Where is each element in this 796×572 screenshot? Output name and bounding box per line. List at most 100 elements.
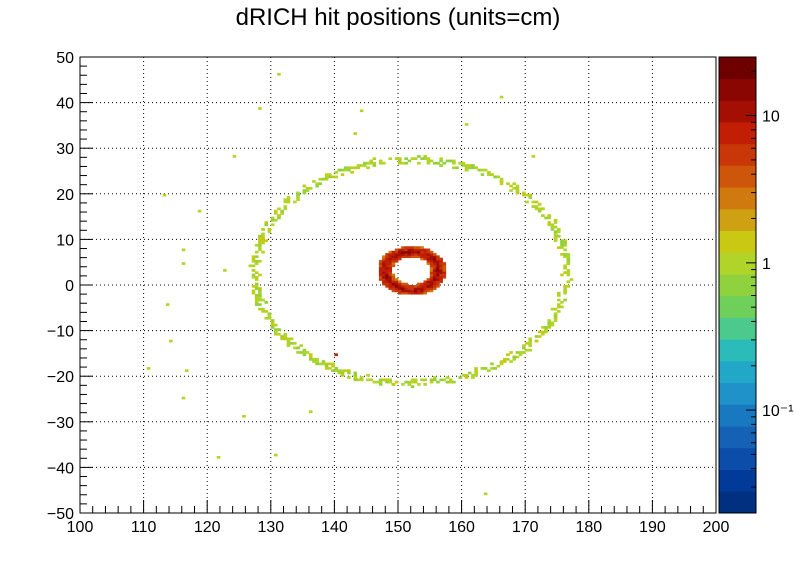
hit-cell (417, 250, 421, 254)
hit-cell (429, 285, 434, 288)
hit-cell (407, 289, 412, 293)
hit-cell (429, 278, 434, 281)
hit-cell (461, 373, 466, 377)
palette-swatch (719, 426, 756, 449)
hit-cell (391, 289, 396, 293)
hit-cell (404, 255, 408, 259)
hit-cell (426, 278, 431, 281)
hit-cell (277, 207, 281, 211)
hit-cell (401, 246, 405, 249)
hit-cell (534, 205, 539, 208)
hit-cell (382, 282, 386, 286)
hit-cell (363, 161, 367, 165)
hit-cell (353, 376, 358, 379)
hit-cell (518, 351, 523, 354)
hit-cell (258, 294, 262, 297)
hit-cell (251, 257, 256, 261)
hit-cell (550, 225, 555, 229)
hit-cell (417, 287, 421, 290)
hit-cell (566, 271, 571, 274)
hit-cell (378, 278, 383, 281)
hit-cell (258, 303, 262, 306)
hit-cell (461, 164, 466, 167)
hit-cell (429, 282, 434, 286)
hit-cell (378, 264, 383, 268)
hit-cell (347, 376, 351, 379)
hit-cell (442, 273, 447, 277)
hit-cell (464, 123, 469, 126)
hit-cell (350, 171, 354, 174)
hit-cell (423, 287, 428, 290)
hit-cell (388, 378, 393, 382)
hit-cell (467, 166, 472, 170)
hit-cell (378, 262, 383, 265)
hit-cell (388, 278, 393, 281)
hit-cell (388, 273, 393, 277)
hit-cell (264, 239, 269, 243)
hit-cell (267, 230, 272, 233)
hit-cell (420, 246, 424, 249)
hit-cell (184, 369, 189, 373)
hit-cell (308, 186, 313, 190)
hit-cell (429, 378, 434, 382)
hit-cell (432, 262, 437, 265)
hit-cell (378, 275, 383, 279)
hit-cell (537, 335, 542, 338)
palette-swatch (719, 404, 756, 427)
hit-cell (277, 332, 281, 336)
hit-cell (388, 157, 393, 160)
hit-cell (254, 296, 259, 300)
hit-cell (413, 248, 418, 252)
hit-cell (334, 171, 338, 174)
palette-swatch (719, 100, 756, 123)
hit-cell (258, 307, 262, 311)
hit-cell (506, 182, 510, 186)
hit-cell (553, 314, 558, 318)
hit-cell (439, 278, 443, 281)
hit-cell (394, 285, 399, 288)
hit-cell (359, 164, 364, 167)
hit-cell (413, 255, 418, 259)
hit-cell (445, 159, 450, 163)
hit-cell (366, 378, 370, 382)
hit-cell (340, 168, 345, 172)
hit-cell (471, 166, 475, 170)
palette-swatch (719, 491, 756, 514)
hit-cell (398, 282, 402, 286)
hit-cell (439, 257, 443, 261)
hit-cell (413, 291, 418, 295)
hit-cell (382, 257, 386, 261)
palette-swatch (719, 78, 756, 101)
hit-cell (283, 335, 288, 338)
hit-cell (560, 239, 564, 243)
x-tick-label: 170 (512, 519, 539, 536)
hit-cell (385, 378, 389, 382)
hit-cell (442, 269, 447, 272)
hit-cell (502, 360, 507, 363)
hit-cell (398, 280, 402, 284)
hit-cell (550, 307, 555, 311)
hit-cell (432, 266, 437, 270)
hit-cell (293, 346, 297, 350)
hit-cell (337, 369, 342, 373)
hit-cell (378, 161, 383, 165)
hit-cell (547, 214, 552, 217)
hit-cell (413, 380, 418, 384)
hit-cell (550, 321, 555, 325)
hit-cell (420, 291, 424, 295)
hit-cell (426, 259, 431, 263)
hit-cell (417, 161, 421, 165)
x-tick-label: 110 (131, 519, 157, 536)
hit-cell (273, 209, 278, 213)
hit-cell (436, 273, 440, 277)
hit-cell (518, 353, 523, 357)
hit-cell (388, 259, 393, 263)
hit-cell (258, 246, 262, 249)
hit-cell (432, 273, 437, 277)
hit-cell (394, 248, 399, 252)
hit-cell (197, 209, 202, 213)
hit-cell (512, 355, 517, 359)
hit-cell (464, 166, 469, 170)
hit-cell (553, 234, 558, 238)
hit-cell (283, 337, 288, 341)
